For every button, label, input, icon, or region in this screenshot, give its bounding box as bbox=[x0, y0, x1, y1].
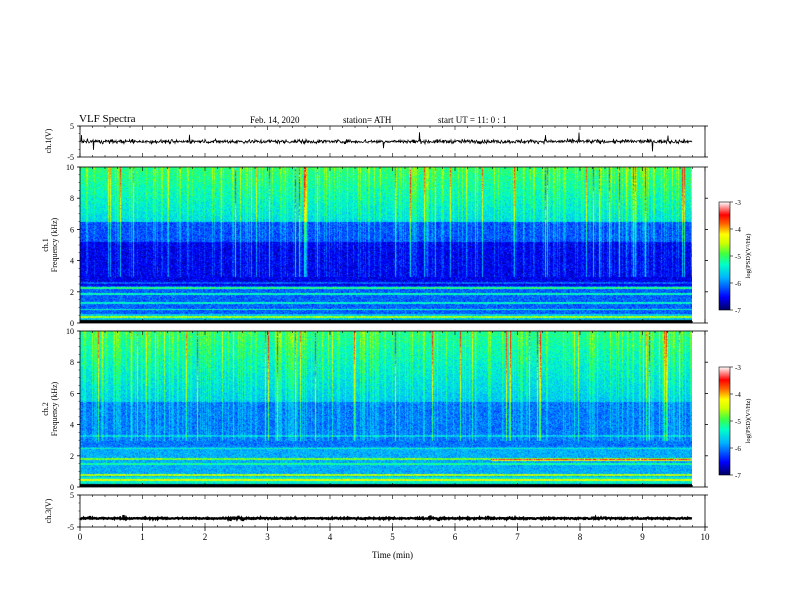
ch2-spec-ytick-label: 0 bbox=[70, 483, 74, 492]
x-tick-label: 5 bbox=[390, 532, 395, 542]
x-tick-label: 3 bbox=[265, 532, 270, 542]
start-time-label: start UT = 11: 0 : 1 bbox=[438, 115, 507, 125]
ch1-wave-ytick-label: -5 bbox=[67, 153, 74, 162]
ch2-spec-ytick-label: 4 bbox=[70, 421, 74, 430]
ch1-spec-ytick-label: 6 bbox=[70, 225, 74, 234]
ch1-spec-ylabel-line2: Frequency (kHz) bbox=[50, 217, 59, 272]
ch3-waveform-frame bbox=[79, 494, 706, 528]
x-tick-label: 4 bbox=[328, 532, 333, 542]
ch2-spec-ylabel-line2: Frequency (kHz) bbox=[50, 381, 59, 436]
ch2-colorbar-tick-label: -4 bbox=[735, 391, 741, 399]
x-tick-label: 6 bbox=[453, 532, 458, 542]
station-label: station= ATH bbox=[343, 115, 392, 125]
ch2-spec-ytick-label: 2 bbox=[70, 452, 74, 461]
ch1-wave-ytick-label: 5 bbox=[70, 122, 74, 131]
ch1-spec-ytick-label: 0 bbox=[70, 319, 74, 328]
x-tick-label: 7 bbox=[515, 532, 520, 542]
ch1-spec-ytick-label: 10 bbox=[66, 163, 74, 172]
ch2-colorbar-label: log(PSD)(V²/Hz) bbox=[745, 399, 752, 444]
ch1-colorbar-tick-label: -5 bbox=[735, 253, 741, 261]
ch2-spec-ytick-label: 10 bbox=[66, 327, 74, 336]
ch3-waveform-line bbox=[79, 514, 693, 522]
ch1-colorbar bbox=[718, 201, 731, 311]
ch2-colorbar-tick-label: -5 bbox=[735, 418, 741, 426]
ch2-colorbar-tick-label: -3 bbox=[735, 364, 741, 372]
ch2-colorbar-tick-label: -6 bbox=[735, 445, 741, 453]
ch2-spec-ytick-label: 6 bbox=[70, 389, 74, 398]
ch2-spectrogram-image bbox=[80, 331, 692, 487]
x-tick-label: 9 bbox=[640, 532, 645, 542]
x-tick-label: 8 bbox=[578, 532, 583, 542]
x-tick-label: 10 bbox=[701, 532, 711, 542]
ch1-spectrogram-image bbox=[80, 167, 692, 323]
ch2-colorbar bbox=[718, 366, 731, 476]
ch1-colorbar-tick-label: -6 bbox=[735, 280, 741, 288]
ch1-spec-ytick-label: 8 bbox=[70, 194, 74, 203]
ch1-colorbar-tick-label: -7 bbox=[735, 307, 741, 315]
ch1-colorbar-label: log(PSD)(V²/Hz) bbox=[745, 234, 752, 279]
ch2-spec-ytick-label: 8 bbox=[70, 358, 74, 367]
ch1-spec-ytick-label: 2 bbox=[70, 288, 74, 297]
ch1-wave-ylabel: ch.1(V) bbox=[44, 128, 53, 153]
ch1-colorbar-tick-label: -3 bbox=[735, 199, 741, 207]
figure-title: VLF Spectra bbox=[79, 113, 136, 125]
x-tick-label: 0 bbox=[78, 532, 83, 542]
ch3-wave-ylabel: ch.3(V) bbox=[44, 498, 53, 523]
ch1-waveform-line bbox=[79, 132, 693, 152]
ch2-spec-ylabel: ch.2 bbox=[41, 402, 50, 416]
ch1-spec-ylabel: ch.1 bbox=[41, 238, 50, 252]
ch1-colorbar-tick-label: -4 bbox=[735, 226, 741, 234]
ch3-wave-ytick-label: 5 bbox=[70, 491, 74, 500]
x-tick-label: 1 bbox=[140, 532, 145, 542]
date-label: Feb. 14, 2020 bbox=[250, 115, 300, 125]
x-axis-label: Time (min) bbox=[372, 550, 413, 560]
ch3-wave-ytick-label: -5 bbox=[67, 523, 74, 532]
x-tick-label: 2 bbox=[203, 532, 208, 542]
ch2-colorbar-tick-label: -7 bbox=[735, 472, 741, 480]
ch1-spec-ytick-label: 4 bbox=[70, 257, 74, 266]
